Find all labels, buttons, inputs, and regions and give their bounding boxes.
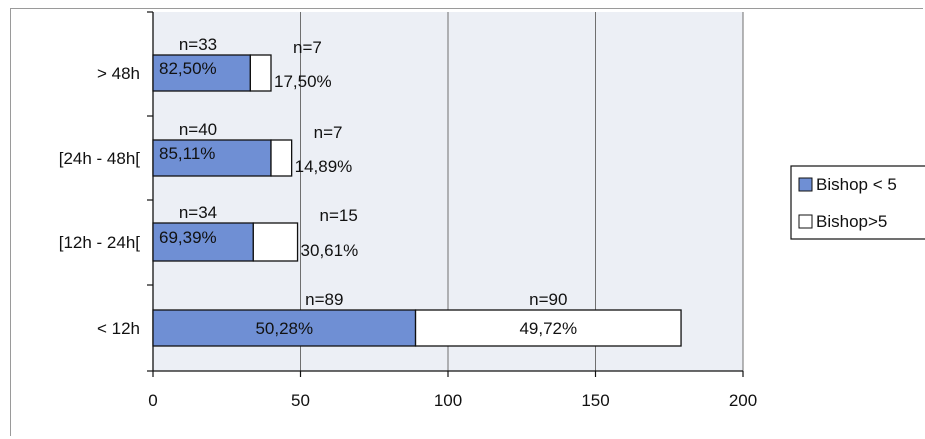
bar-bishop-gt5-1 bbox=[270, 139, 293, 177]
x-tick-label-100: 100 bbox=[434, 391, 462, 410]
percent-label-bishop-gt5-0: 17,50% bbox=[274, 72, 332, 91]
x-tick-label-50: 50 bbox=[291, 391, 310, 410]
count-label-bishop-gt5-3: n=90 bbox=[529, 290, 567, 309]
x-tick-label-200: 200 bbox=[729, 391, 757, 410]
category-label-3: < 12h bbox=[97, 319, 140, 338]
bar-bishop-gt5-0 bbox=[249, 54, 272, 92]
percent-label-bishop-gt5-3: 49,72% bbox=[519, 319, 577, 338]
category-label-1: [24h - 48h[ bbox=[59, 149, 141, 168]
legend-label-0: Bishop < 5 bbox=[816, 175, 897, 194]
bar-bishop-gt5-2 bbox=[252, 222, 299, 262]
percent-label-bishop-lt5-2: 69,39% bbox=[159, 228, 217, 247]
percent-label-bishop-lt5-1: 85,11% bbox=[159, 144, 215, 163]
x-tick-label-150: 150 bbox=[581, 391, 609, 410]
percent-label-bishop-gt5-1: 14,89% bbox=[295, 157, 353, 176]
legend-box bbox=[790, 165, 925, 240]
count-label-bishop-lt5-3: n=89 bbox=[305, 290, 343, 309]
bar-bishop-lt5-1 bbox=[152, 139, 272, 177]
count-label-bishop-gt5-2: n=15 bbox=[320, 206, 358, 225]
percent-label-bishop-lt5-3: 50,28% bbox=[255, 319, 313, 338]
count-label-bishop-lt5-2: n=34 bbox=[179, 203, 217, 222]
bar-bishop-lt5-2 bbox=[152, 222, 254, 262]
count-label-bishop-lt5-0: n=33 bbox=[179, 35, 217, 54]
category-label-0: > 48h bbox=[97, 64, 140, 83]
bar-bishop-lt5-3 bbox=[152, 309, 417, 347]
bar-bishop-gt5-3 bbox=[414, 309, 682, 347]
count-label-bishop-gt5-0: n=7 bbox=[293, 38, 322, 57]
category-label-2: [12h - 24h[ bbox=[59, 233, 141, 252]
count-label-bishop-gt5-1: n=7 bbox=[314, 123, 343, 142]
count-label-bishop-lt5-1: n=40 bbox=[179, 120, 217, 139]
legend-label-1: Bishop>5 bbox=[816, 212, 887, 231]
legend-swatch-1 bbox=[798, 214, 813, 229]
chart-frame bbox=[10, 8, 923, 436]
percent-label-bishop-gt5-2: 30,61% bbox=[301, 241, 359, 260]
legend-swatch-0 bbox=[798, 177, 813, 192]
percent-label-bishop-lt5-0: 82,50% bbox=[159, 59, 217, 78]
x-tick-label-0: 0 bbox=[148, 391, 157, 410]
